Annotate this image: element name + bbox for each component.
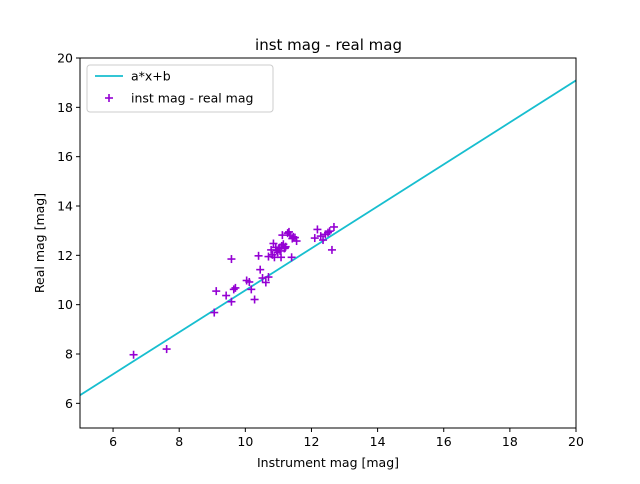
data-point: [245, 277, 254, 286]
data-point: [325, 227, 334, 236]
data-point: [231, 283, 240, 292]
data-point: [277, 253, 286, 262]
y-tick-label: 18: [57, 100, 73, 115]
data-point: [327, 245, 336, 254]
data-point: [310, 234, 319, 243]
axes-frame: [79, 57, 577, 429]
y-tick-label: 10: [57, 297, 73, 312]
data-point: [162, 345, 171, 354]
x-tick-label: 20: [568, 434, 584, 449]
y-tick-label: 12: [57, 248, 73, 263]
legend-box: [86, 64, 274, 113]
data-point: [313, 225, 322, 234]
data-point: [292, 237, 301, 246]
x-tick-label: 10: [237, 434, 253, 449]
x-tick-label: 18: [502, 434, 518, 449]
x-tick-label: 12: [304, 434, 320, 449]
data-point: [329, 222, 338, 231]
data-point: [319, 236, 328, 245]
data-point: [261, 278, 270, 287]
x-tick-label: 8: [175, 434, 183, 449]
legend: a*x+b inst mag - real mag: [86, 64, 274, 113]
data-point: [229, 285, 238, 294]
data-point: [129, 350, 138, 359]
data-point: [250, 295, 259, 304]
data-point: [212, 287, 221, 296]
legend-plus-marker: [105, 94, 113, 102]
chart-title: inst mag - real mag: [255, 36, 402, 54]
data-point: [256, 265, 265, 274]
legend-label-fit-line: a*x+b: [131, 69, 171, 84]
data-point: [227, 255, 236, 264]
data-point: [222, 291, 231, 300]
data-point: [281, 242, 290, 251]
data-point: [287, 253, 296, 262]
y-tick-label: 16: [57, 149, 73, 164]
data-point: [247, 285, 256, 294]
y-tick-label: 6: [65, 396, 73, 411]
data-point: [278, 231, 287, 240]
legend-label-points: inst mag - real mag: [131, 91, 253, 106]
x-axis-label: Instrument mag [mag]: [257, 455, 399, 470]
y-tick-label: 20: [57, 51, 73, 66]
x-tick-label: 16: [436, 434, 452, 449]
data-point: [324, 228, 332, 237]
y-axis-label: Real mag [mag]: [32, 193, 47, 293]
x-axis: 6 8 10 12 14 16 18 20: [109, 428, 584, 449]
data-point: [254, 251, 263, 260]
data-point: [258, 274, 267, 283]
data-point: [210, 308, 219, 317]
plot-area: [80, 79, 576, 396]
x-tick-label: 6: [109, 434, 117, 449]
data-point: [276, 246, 285, 255]
fit-line: [80, 79, 576, 396]
y-tick-label: 14: [57, 199, 73, 214]
y-axis: 6 8 10 12 14 16 18 20: [57, 51, 80, 411]
y-tick-label: 8: [65, 347, 73, 362]
x-tick-label: 14: [370, 434, 386, 449]
data-point: [264, 273, 273, 282]
legend-marker-swatch: [105, 94, 113, 102]
data-point: [227, 297, 236, 306]
